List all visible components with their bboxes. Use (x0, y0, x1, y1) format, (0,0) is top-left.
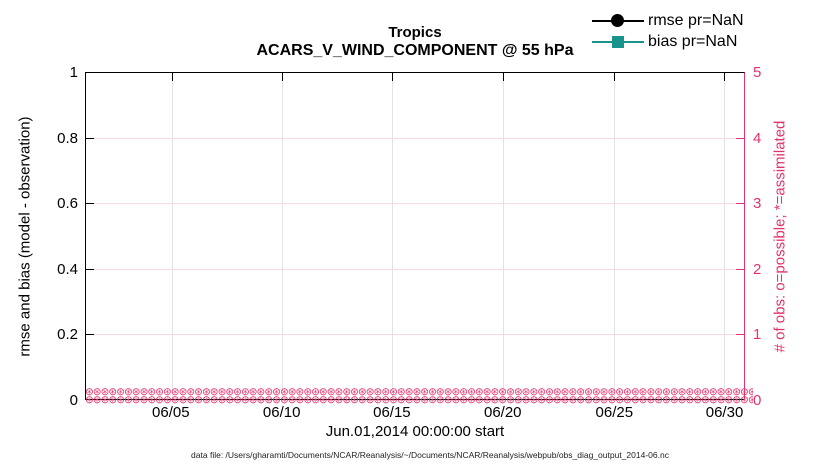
vertical-gridline (502, 73, 504, 399)
vertical-gridline (723, 73, 725, 399)
x-tick-label: 06/25 (595, 404, 634, 421)
x-tick-label: 06/10 (262, 404, 301, 421)
right-y-tick-label: 5 (753, 64, 762, 81)
left-axis-tick-mark (86, 138, 94, 140)
chart-title-block: Tropics ACARS_V_WIND_COMPONENT @ 55 hPa (0, 24, 830, 60)
x-tick-label: 06/20 (483, 404, 522, 421)
legend-item-rmse: rmse pr=NaN (592, 10, 744, 31)
legend: rmse pr=NaN bias pr=NaN (592, 10, 744, 52)
x-axis-tick-mark (723, 73, 725, 81)
left-y-tick-label: 0.4 (57, 260, 78, 278)
right-y-tick-label: 0 (753, 392, 762, 409)
legend-label-bias: bias pr=NaN (648, 32, 738, 50)
plot-area (85, 72, 745, 400)
right-axis-tick-mark (736, 268, 744, 270)
right-axis-tick-mark (736, 203, 744, 205)
x-axis-tick-mark (171, 73, 173, 81)
vertical-gridline (391, 73, 393, 399)
legend-label-rmse: rmse pr=NaN (648, 11, 744, 29)
x-tick-label: 06/15 (373, 404, 411, 421)
left-y-tick-label: 0 (69, 392, 78, 409)
x-axis-tick-mark (391, 73, 393, 81)
vertical-gridline (282, 73, 284, 399)
left-y-tick-label: 0.6 (57, 195, 78, 213)
horizontal-gridline (86, 268, 744, 270)
obs-marker-row: ⊛⊛⊛⊛⊛⊛⊛⊛⊛⊛⊛⊛⊛⊛⊛⊛⊛⊛⊛⊛⊛⊛⊛⊛⊛⊛⊛⊛⊛⊛⊛⊛⊛⊛⊛⊛⊛⊛⊛⊛… (85, 394, 753, 404)
obs-count-marker-strip: ⊛⊛⊛⊛⊛⊛⊛⊛⊛⊛⊛⊛⊛⊛⊛⊛⊛⊛⊛⊛⊛⊛⊛⊛⊛⊛⊛⊛⊛⊛⊛⊛⊛⊛⊛⊛⊛⊛⊛⊛… (85, 388, 753, 404)
left-axis-tick-mark (86, 333, 94, 335)
horizontal-gridline (86, 333, 744, 335)
left-y-tick-label: 0.8 (57, 129, 78, 147)
left-axis-tick-mark (86, 203, 94, 205)
x-axis-tick-mark (502, 73, 504, 81)
x-tick-label: 06/05 (152, 404, 190, 421)
data-file-caption: data file: /Users/gharamti/Documents/NCA… (191, 450, 669, 460)
x-axis-tick-mark (282, 73, 284, 81)
bias-square-marker-icon (612, 35, 624, 48)
rmse-line-sample (592, 13, 644, 28)
left-axis-tick-mark (86, 268, 94, 270)
left-y-tick-label: 0.2 (57, 326, 78, 344)
legend-item-bias: bias pr=NaN (592, 31, 744, 52)
chart-region-title: Tropics (388, 24, 442, 41)
right-axis-tick-mark (736, 333, 744, 335)
chart-variable-title: ACARS_V_WIND_COMPONENT @ 55 hPa (256, 42, 574, 59)
right-y-tick-label: 2 (753, 260, 762, 278)
right-y-tick-label: 1 (753, 326, 762, 344)
horizontal-gridline (86, 138, 744, 140)
left-y-tick-label: 1 (69, 64, 78, 81)
x-axis-label: Jun.01,2014 00:00:00 start (325, 423, 505, 440)
x-tick-label: 06/30 (705, 404, 744, 421)
right-y-axis-label: # of obs: o=possible; *=assimilated (771, 120, 789, 353)
rmse-circle-marker-icon (611, 13, 624, 27)
left-y-axis-label: rmse and bias (model - observation) (16, 116, 34, 357)
bias-line-sample (592, 35, 644, 49)
vertical-gridline (613, 73, 615, 399)
right-y-tick-label: 4 (753, 129, 762, 147)
obs-marker-row: ⊛⊛⊛⊛⊛⊛⊛⊛⊛⊛⊛⊛⊛⊛⊛⊛⊛⊛⊛⊛⊛⊛⊛⊛⊛⊛⊛⊛⊛⊛⊛⊛⊛⊛⊛⊛⊛⊛⊛⊛… (85, 388, 753, 398)
horizontal-gridline (86, 203, 744, 205)
right-axis-tick-mark (736, 138, 744, 140)
x-axis-tick-mark (613, 73, 615, 81)
right-y-tick-label: 3 (753, 195, 762, 213)
vertical-gridline (171, 73, 173, 399)
